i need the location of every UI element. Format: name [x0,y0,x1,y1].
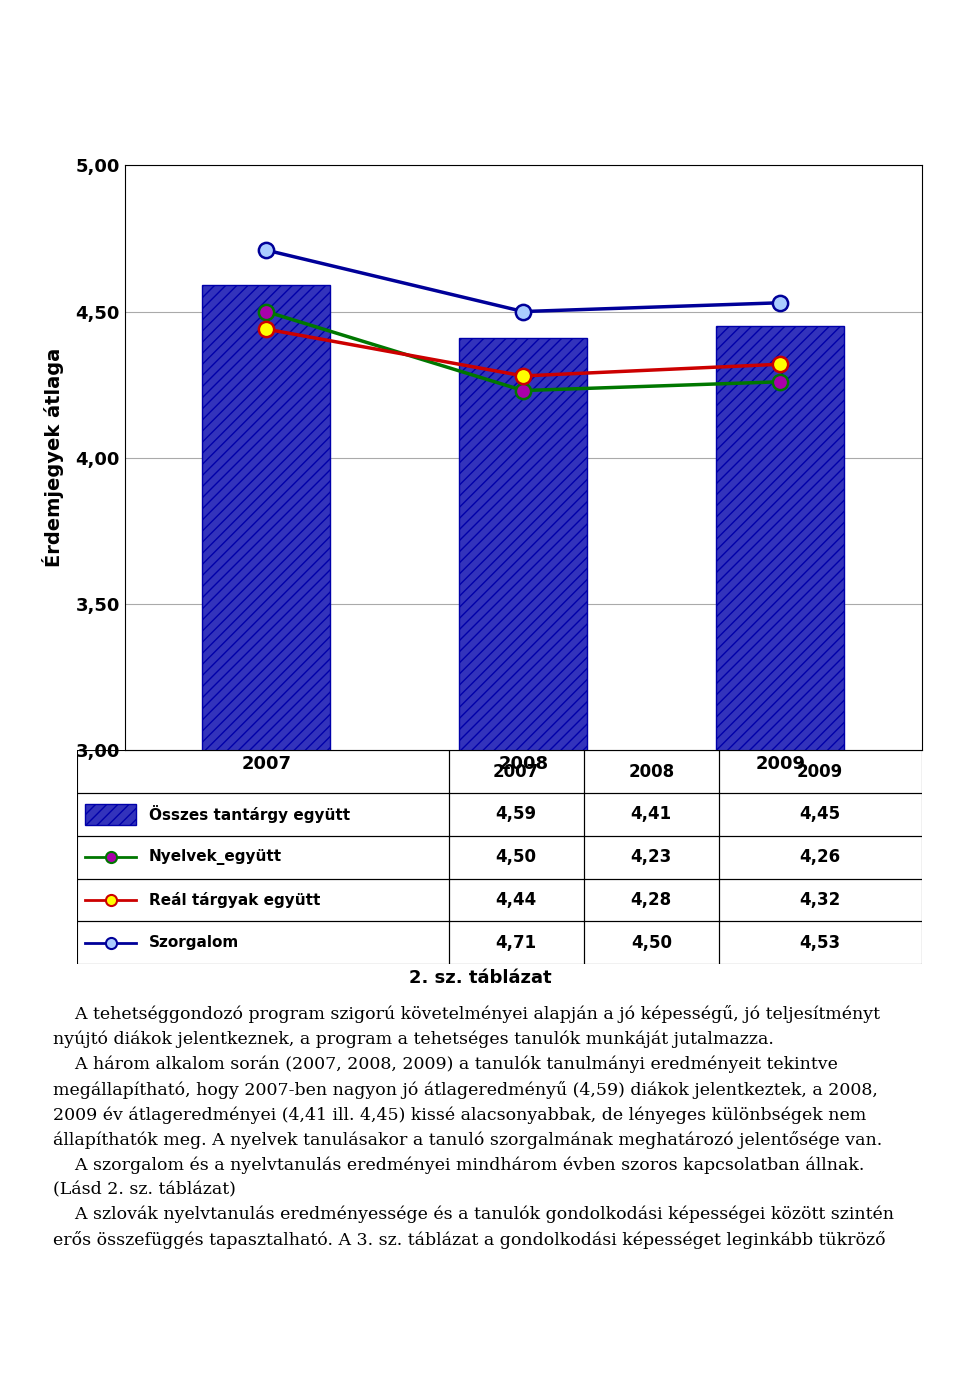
Text: Szorgalom: Szorgalom [149,935,239,950]
Y-axis label: Érdemjegyek átlaga: Érdemjegyek átlaga [42,348,64,567]
Text: 4,59: 4,59 [495,806,537,823]
Text: A tehetséggondozó program szigorú követelményei alapján a jó képességű, jó telje: A tehetséggondozó program szigorú követe… [53,1005,894,1249]
Bar [716,326,845,1377]
Bar [202,285,330,1377]
Text: Nyelvek_együtt: Nyelvek_együtt [149,850,281,865]
Text: 4,50: 4,50 [631,934,672,952]
Text: 4,23: 4,23 [631,848,672,866]
Text: 2. sz. táblázat: 2. sz. táblázat [409,968,551,987]
Text: 2008: 2008 [628,763,674,781]
Text: 2007: 2007 [493,763,540,781]
Text: Reál tárgyak együtt: Reál tárgyak együtt [149,892,320,907]
Text: 4,32: 4,32 [800,891,841,909]
Text: 4,44: 4,44 [495,891,537,909]
Text: 4,45: 4,45 [800,806,841,823]
Text: 4,50: 4,50 [495,848,537,866]
FancyBboxPatch shape [85,804,136,825]
Text: 4,53: 4,53 [800,934,841,952]
Text: 4,28: 4,28 [631,891,672,909]
Bar [459,337,588,1377]
Text: 2009: 2009 [797,763,843,781]
Text: 4,71: 4,71 [495,934,537,952]
Text: 4,26: 4,26 [800,848,841,866]
Text: Összes tantárgy együtt: Összes tantárgy együtt [149,806,349,823]
Text: 4,41: 4,41 [631,806,672,823]
